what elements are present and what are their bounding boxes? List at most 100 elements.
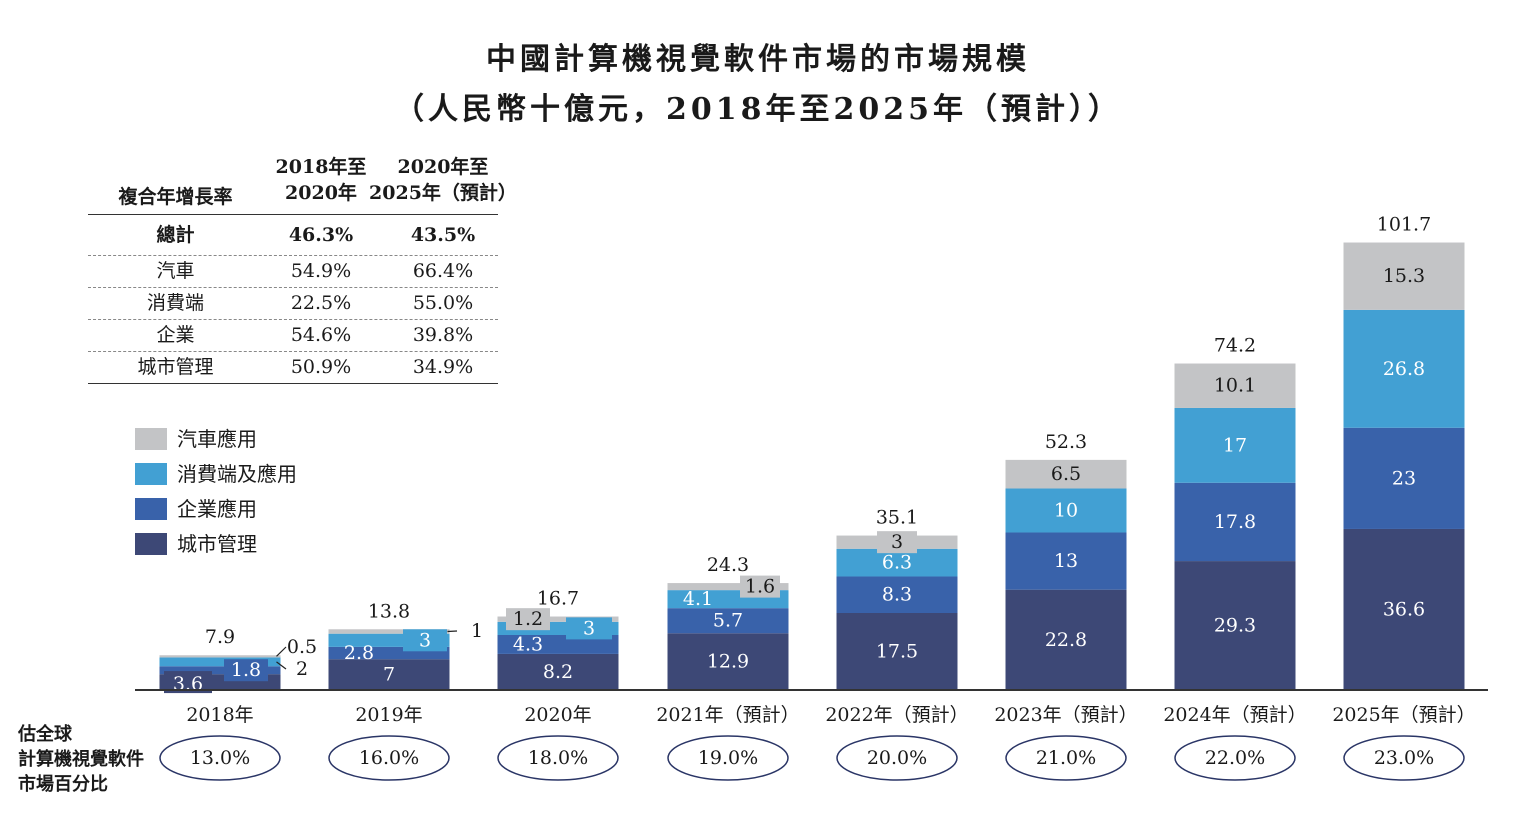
segment-value-label: 15.3 <box>1383 265 1425 287</box>
legend-swatch-city <box>135 533 167 555</box>
segment-value-label: 17 <box>1223 434 1247 456</box>
cagr-col2-header: 2020年至 2025年（預計） <box>368 154 518 206</box>
x-tick-label: 2023年（預計） <box>994 704 1137 726</box>
global-share-oval <box>328 735 450 781</box>
segment-value-label: 10.1 <box>1214 375 1256 397</box>
cagr-col2-line1: 2020年至 <box>397 156 489 178</box>
cagr-row-name: 消費端 <box>146 292 204 314</box>
bar-segment-enterprise <box>836 576 958 613</box>
segment-value-label: 1.8 <box>231 659 261 681</box>
bar-segment-consumer <box>1005 488 1127 533</box>
segment-value-label: 23 <box>1392 467 1416 489</box>
cagr-row-value2: 34.9% <box>412 356 474 378</box>
global-share-oval <box>1005 735 1127 781</box>
legend-swatch-consumer <box>135 463 167 485</box>
bar-segment-city <box>1174 561 1296 690</box>
cagr-row-auto: 汽車 54.9% 66.4% <box>88 256 498 288</box>
segment-label-box <box>566 617 612 640</box>
segment-value-label: 3 <box>891 531 903 553</box>
global-share-label: 估全球 計算機視覺軟件 市場百分比 <box>18 722 144 797</box>
cagr-row-name: 總計 <box>156 224 195 246</box>
segment-value-label: 0.5 <box>287 636 317 658</box>
bar-segment-enterprise <box>1343 427 1465 529</box>
bar-total-label: 16.7 <box>537 588 579 610</box>
cagr-row-value1: 54.9% <box>290 260 352 282</box>
cagr-row-name: 汽車 <box>156 260 195 282</box>
bar-segment-enterprise <box>667 608 789 634</box>
bar-segment-auto <box>1005 459 1127 489</box>
bar-segment-city <box>667 633 789 690</box>
global-share-label-line1: 估全球 <box>18 724 72 745</box>
segment-label-box <box>877 531 917 554</box>
cagr-table: 複合年增長率 2018年至 2020年 2020年至 2025年（預計） 總計 … <box>88 152 517 384</box>
segment-value-label: 12.9 <box>707 651 749 673</box>
cagr-label: 複合年增長率 <box>118 186 233 208</box>
segment-value-label: 5.7 <box>713 610 743 632</box>
segment-value-label: 36.6 <box>1383 598 1425 620</box>
segment-value-label: 3.6 <box>173 673 203 695</box>
bar-total-label: 101.7 <box>1377 214 1431 236</box>
segment-value-label: 1.6 <box>745 576 775 598</box>
legend-swatch-auto <box>135 428 167 450</box>
bar-total-label: 13.8 <box>368 600 410 622</box>
chart-title: 中國計算機視覺軟件市場的市場規模 <box>486 42 1030 77</box>
cagr-col1-line1: 2018年至 <box>275 156 367 178</box>
global-share-oval <box>836 735 958 781</box>
bar-total-label: 74.2 <box>1214 335 1256 357</box>
global-share-oval <box>497 735 619 781</box>
bar-segment-enterprise <box>1005 532 1127 590</box>
chart-subtitle: （人民幣十億元，2018年至2025年（預計）） <box>394 92 1122 127</box>
legend-label-consumer: 消費端及應用 <box>177 462 297 486</box>
global-share-oval <box>1343 735 1465 781</box>
segment-value-label: 3 <box>419 629 431 651</box>
bar-segment-enterprise <box>1174 482 1296 562</box>
cagr-row-value2: 66.4% <box>412 260 474 282</box>
bar-total-label: 52.3 <box>1045 431 1087 453</box>
segment-value-label: 17.8 <box>1214 511 1256 533</box>
bar-segment-consumer <box>1174 407 1296 483</box>
global-share-value: 23.0% <box>1374 747 1434 769</box>
global-share-value: 20.0% <box>867 747 927 769</box>
x-tick-label: 2020年 <box>524 704 591 726</box>
cagr-col1-line2: 2020年 <box>285 182 357 204</box>
bar-segment-enterprise <box>159 666 281 675</box>
global-share-label-line2: 計算機視覺軟件 <box>18 749 144 770</box>
cagr-col2-line2: 2025年（預計） <box>369 182 517 204</box>
bar-segment-auto <box>159 655 281 658</box>
x-tick-label: 2022年（預計） <box>825 704 968 726</box>
segment-value-label: 8.2 <box>543 661 573 683</box>
segment-value-label: 4.3 <box>513 633 543 655</box>
bar-segment-auto <box>497 616 619 622</box>
cagr-row-value2: 55.0% <box>412 292 474 314</box>
global-share-value: 18.0% <box>528 747 588 769</box>
global-share-oval <box>159 735 281 781</box>
bar-segment-consumer <box>159 657 281 667</box>
segment-value-label: 17.5 <box>876 641 918 663</box>
segment-value-label: 26.8 <box>1383 358 1425 380</box>
leader-line <box>276 661 287 670</box>
segment-value-label: 6.5 <box>1051 463 1081 485</box>
bar-segment-city <box>328 659 450 690</box>
bar-total-label: 24.3 <box>707 554 749 576</box>
segment-value-label: 1 <box>471 620 483 642</box>
x-tick-label: 2025年（預計） <box>1332 704 1475 726</box>
segment-value-label: 13 <box>1054 550 1078 572</box>
segment-value-label: 6.3 <box>882 552 912 574</box>
cagr-row-value1: 50.9% <box>290 356 352 378</box>
bar-segment-consumer <box>836 548 958 577</box>
cagr-row-value1: 22.5% <box>290 292 352 314</box>
x-tick-label: 2024年（預計） <box>1163 704 1306 726</box>
segment-value-label: 3 <box>583 617 595 639</box>
segment-value-label: 1.2 <box>513 608 543 630</box>
bar-total-label: 7.9 <box>205 626 235 648</box>
legend-label-auto: 汽車應用 <box>177 427 257 451</box>
segment-label-box <box>164 671 212 694</box>
legend-label-city: 城市管理 <box>177 532 257 556</box>
global-share-oval <box>667 735 789 781</box>
global-share-value: 21.0% <box>1036 747 1096 769</box>
cagr-row-value2: 39.8% <box>412 324 474 346</box>
cagr-row-city: 城市管理 50.9% 34.9% <box>88 352 498 384</box>
segment-label-box <box>224 659 268 682</box>
segment-label-box <box>506 608 550 631</box>
cagr-row-enterprise: 企業 54.6% 39.8% <box>88 320 498 352</box>
